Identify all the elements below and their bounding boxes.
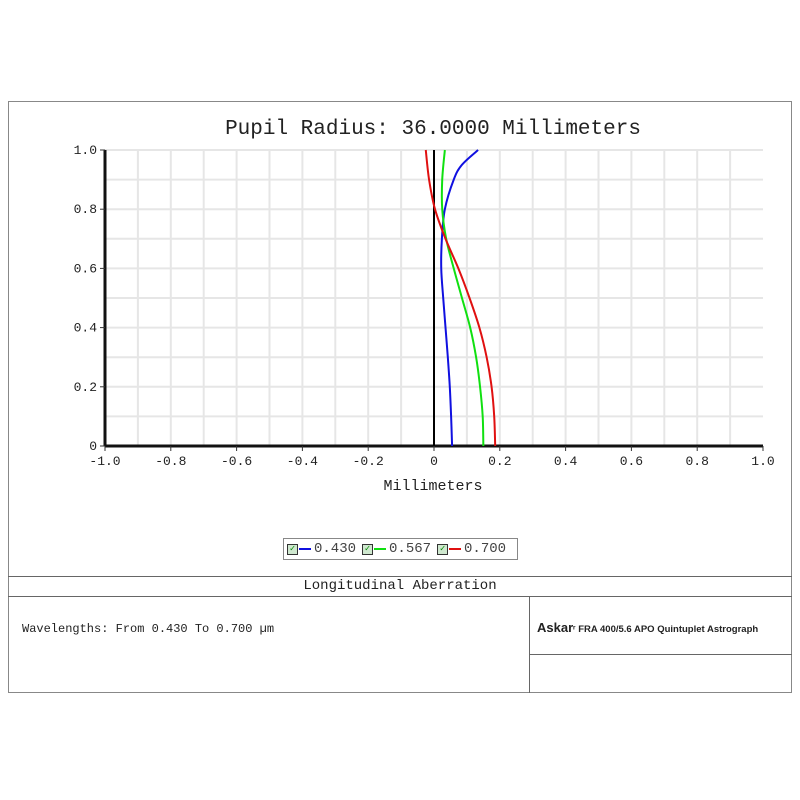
legend-label: 0.700 xyxy=(464,541,507,557)
x-tick-label: -0.4 xyxy=(287,454,318,469)
series-line-0.700 xyxy=(424,149,497,447)
series-line-0.567 xyxy=(440,149,485,447)
legend-swatch xyxy=(449,548,462,550)
checkbox-icon[interactable]: ✓ xyxy=(287,543,298,555)
x-axis-label: Millimeters xyxy=(383,478,482,495)
y-tick-label: 0.8 xyxy=(74,202,97,217)
y-tick-label: 1.0 xyxy=(74,143,97,158)
legend-item: ✓ 0.700 xyxy=(437,541,506,557)
lens-title: Askarʳ FRA 400/5.6 APO Quintuplet Astrog… xyxy=(537,620,759,635)
footer-panel: Longitudinal Aberration Wavelengths: Fro… xyxy=(8,576,792,693)
divider xyxy=(529,596,530,693)
legend-label: 0.430 xyxy=(314,541,357,557)
x-tick-label: 0.4 xyxy=(554,454,578,469)
plot-type-title: Longitudinal Aberration xyxy=(8,576,792,597)
x-tick-label: -0.8 xyxy=(155,454,186,469)
x-tick-label: 0 xyxy=(430,454,438,469)
legend: ✓ 0.430 ✓ 0.567 ✓ 0.700 xyxy=(283,538,518,560)
x-tick-label: 0.8 xyxy=(685,454,708,469)
wavelengths-text: Wavelengths: From 0.430 To 0.700 µm xyxy=(22,622,275,636)
y-tick-label: 0 xyxy=(89,439,97,454)
chart: Pupil Radius: 36.0000 Millimeters -1.0 -0… xyxy=(74,118,775,495)
x-tick-label: -0.6 xyxy=(221,454,252,469)
brand-logo: Askar xyxy=(537,620,574,635)
plot-window xyxy=(8,101,792,693)
y-tick-label: 0.2 xyxy=(74,380,97,395)
legend-swatch xyxy=(374,548,387,550)
checkbox-icon[interactable]: ✓ xyxy=(362,543,374,555)
y-tick-label: 0.6 xyxy=(74,261,97,276)
lens-name: FRA 400/5.6 APO Quintuplet Astrograph xyxy=(578,624,759,635)
series-line-0.430 xyxy=(440,149,479,447)
x-tick-label: -0.2 xyxy=(353,454,384,469)
x-tick-label: 0.6 xyxy=(620,454,643,469)
x-tick-label: 1.0 xyxy=(751,454,774,469)
legend-label: 0.567 xyxy=(389,541,432,557)
checkbox-icon[interactable]: ✓ xyxy=(437,543,449,555)
y-tick-label: 0.4 xyxy=(74,321,98,336)
legend-item: ✓ 0.430 xyxy=(287,541,356,557)
chart-title: Pupil Radius: 36.0000 Millimeters xyxy=(225,118,641,141)
legend-swatch xyxy=(299,548,311,550)
x-tick-label: -1.0 xyxy=(89,454,120,469)
divider xyxy=(529,654,792,655)
x-tick-label: 0.2 xyxy=(488,454,511,469)
legend-item: ✓ 0.567 xyxy=(362,541,431,557)
